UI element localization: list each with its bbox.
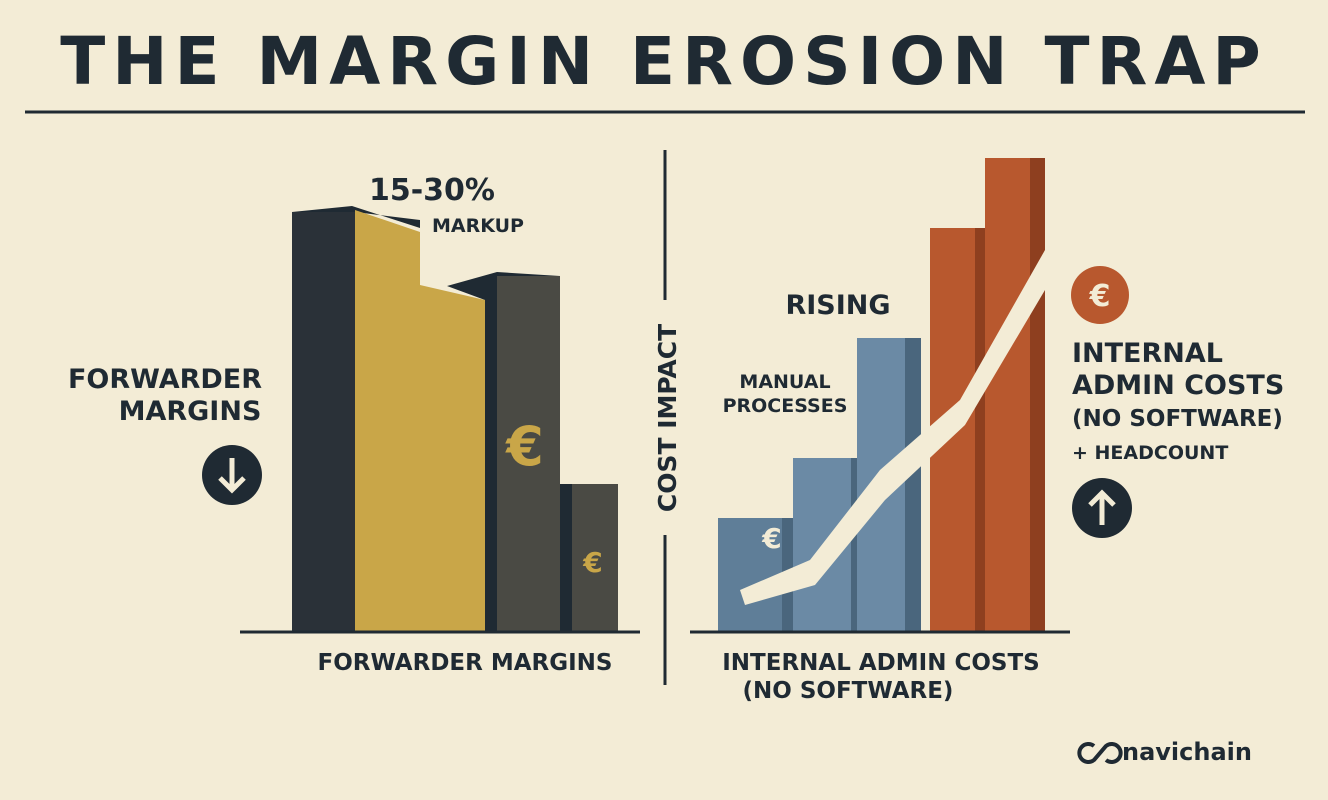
blue-bar [718,518,782,632]
divider-label: COST IMPACT [653,324,682,512]
currency-symbol: € [1089,279,1111,314]
logo-mark [1077,742,1123,764]
currency-symbol: € [761,522,781,555]
currency-icon [1071,266,1129,324]
right-axis-label: (NO SOFTWARE) [743,678,954,704]
left-side-label: MARGINS [119,396,262,427]
markup-annotation: 15-30% [369,173,495,208]
markup-annotation: MARKUP [432,215,524,237]
rising-label: RISING [785,290,890,321]
dark-bar [572,484,618,632]
process-label: MANUAL [739,371,830,393]
up-arrow [1088,489,1116,525]
currency-symbol: € [582,546,602,579]
left-side-label: FORWARDER [68,364,262,395]
process-label: PROCESSES [723,395,848,417]
gold-bar [355,210,485,632]
dark-bar [497,276,560,632]
orange-bar [985,158,1030,632]
bar-side [905,338,921,632]
bar-top [292,206,420,228]
side-note: + HEADCOUNT [1072,442,1228,464]
right-axis-label: INTERNAL ADMIN COSTS [722,650,1039,676]
right-side-label: INTERNAL [1072,338,1223,369]
right-side-label: (NO SOFTWARE) [1072,406,1283,432]
left-axis-label: FORWARDER MARGINS [318,650,613,676]
bar-side [1030,158,1045,632]
down-arrow [218,458,246,494]
currency-symbol: € [504,415,544,478]
right-side-label: ADMIN COSTS [1072,370,1284,401]
title: THE MARGIN EROSION TRAP [60,23,1268,100]
bar-shadow [292,212,355,632]
bar-side [560,484,572,632]
logo: navichain [1122,738,1252,766]
bar-side [485,292,497,632]
